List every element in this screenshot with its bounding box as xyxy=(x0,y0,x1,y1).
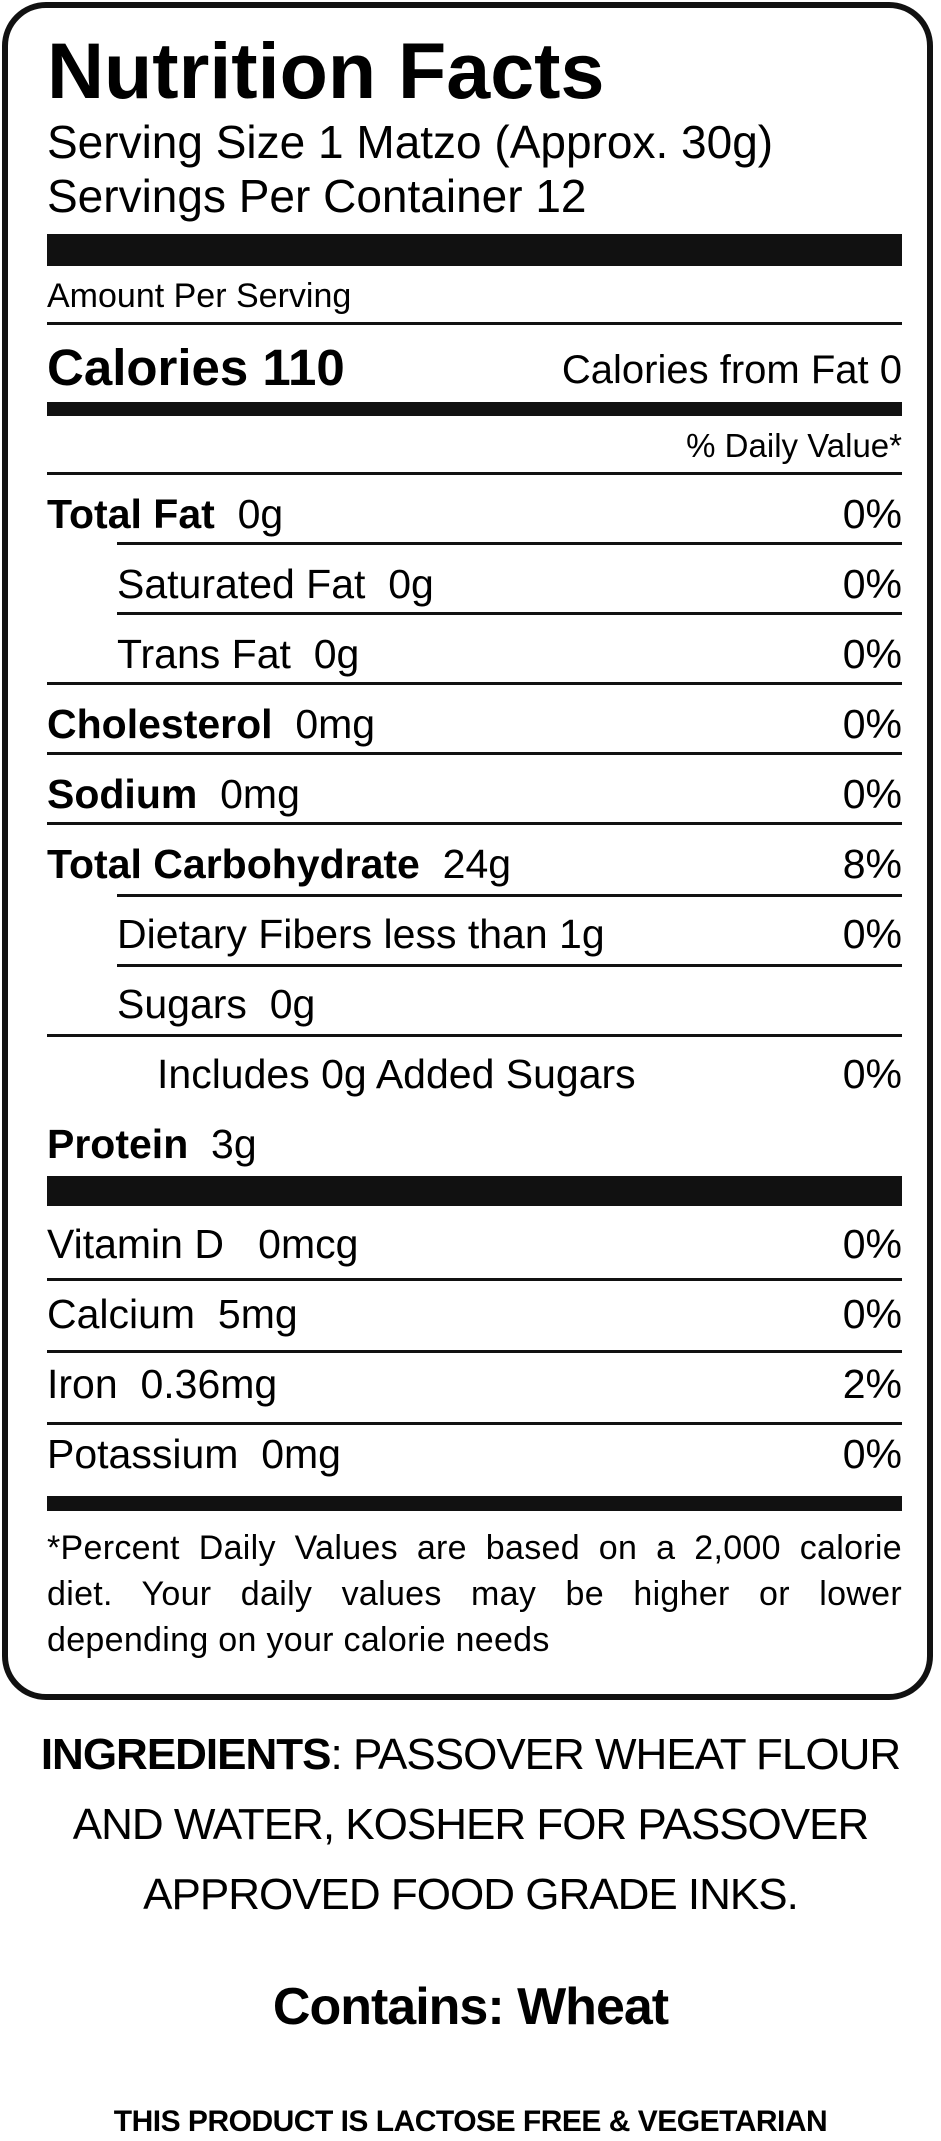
serving-size: Serving Size 1 Matzo (Approx. 30g) xyxy=(47,116,774,168)
vitamin-row-vitamin-d: Vitamin D 0mcg 0% xyxy=(47,1218,902,1270)
vitamin-row-iron: Iron 0.36mg 2% xyxy=(47,1358,902,1410)
nutrient-amount: 0g xyxy=(313,631,360,677)
divider xyxy=(47,1034,902,1037)
vitamin-row-calcium: Calcium 5mg 0% xyxy=(47,1288,902,1340)
nutrient-daily-value: 0% xyxy=(842,491,902,537)
vitamin-amount: 0.36mg xyxy=(140,1361,278,1407)
divider xyxy=(117,894,902,897)
ingredients-text: : PASSOVER WHEAT FLOUR AND WATER, KOSHER… xyxy=(72,1730,901,1919)
amount-per-serving: Amount Per Serving xyxy=(47,277,352,315)
divider xyxy=(47,682,902,685)
vitamin-daily-value: 0% xyxy=(842,1431,902,1477)
nutrient-daily-value: 8% xyxy=(842,841,902,887)
nutrient-label: Trans Fat xyxy=(117,631,291,677)
allergen-statement: Contains: Wheat xyxy=(272,1978,669,2036)
nutrient-row-total-carbohydrate: Total Carbohydrate 24g 8% xyxy=(47,838,902,890)
vitamin-amount: 5mg xyxy=(217,1291,298,1337)
calories-from-fat: Calories from Fat 0 xyxy=(561,348,902,392)
vitamin-daily-value: 2% xyxy=(842,1361,902,1407)
divider xyxy=(47,1350,902,1353)
nutrient-row-trans-fat: Trans Fat 0g 0% xyxy=(47,628,902,680)
daily-value-footnote: *Percent Daily Values are based on a 2,0… xyxy=(47,1529,902,1659)
nutrient-amount: 0g xyxy=(269,981,316,1027)
nutrient-daily-value: 0% xyxy=(842,701,902,747)
nutrient-amount: 0mg xyxy=(295,701,376,747)
nutrition-facts-panel: Nutrition Facts Serving Size 1 Matzo (Ap… xyxy=(2,2,933,1700)
vitamin-label: Iron xyxy=(47,1361,118,1407)
nutrient-label: Cholesterol xyxy=(47,701,273,747)
nutrient-label: Sugars xyxy=(117,981,247,1027)
divider xyxy=(47,1422,902,1425)
nutrient-row-added-sugars: Includes 0g Added Sugars 0% xyxy=(47,1048,902,1100)
nutrient-label: Dietary Fibers less than 1g xyxy=(117,911,605,957)
nutrient-daily-value: 0% xyxy=(842,771,902,817)
nutrient-amount: 24g xyxy=(442,841,512,887)
nutrient-daily-value: 0% xyxy=(842,561,902,607)
calories-row: Calories 110 Calories from Fat 0 xyxy=(47,338,902,398)
nutrient-row-saturated-fat: Saturated Fat 0g 0% xyxy=(47,558,902,610)
divider xyxy=(117,542,902,545)
vitamin-amount: 0mcg xyxy=(258,1221,359,1267)
divider xyxy=(47,822,902,825)
servings-per-container: Servings Per Container 12 xyxy=(47,170,587,222)
vitamin-amount: 0mg xyxy=(261,1431,341,1477)
nutrition-title: Nutrition Facts xyxy=(47,26,605,115)
vitamin-label: Potassium xyxy=(47,1431,239,1477)
nutrient-label: Protein xyxy=(47,1121,189,1167)
nutrient-label: Total Carbohydrate xyxy=(47,841,420,887)
divider xyxy=(117,964,902,967)
nutrient-row-dietary-fiber: Dietary Fibers less than 1g 0% xyxy=(47,908,902,960)
nutrient-row-sugars: Sugars 0g xyxy=(47,978,902,1030)
vitamin-label: Vitamin D xyxy=(47,1221,224,1267)
lactose-free-note: THIS PRODUCT IS LACTOSE FREE & VEGETARIA… xyxy=(113,2105,828,2138)
daily-value-header: % Daily Value* xyxy=(686,427,902,464)
divider xyxy=(47,1278,902,1281)
nutrient-label: Total Fat xyxy=(47,491,215,537)
calories: Calories 110 xyxy=(47,339,345,396)
nutrient-label: Includes 0g Added Sugars xyxy=(157,1051,636,1097)
nutrient-row-total-fat: Total Fat 0g 0% xyxy=(47,488,902,540)
thick-divider xyxy=(47,234,902,266)
ingredients-statement: INGREDIENTS: PASSOVER WHEAT FLOUR AND WA… xyxy=(0,1720,941,1930)
nutrient-daily-value: 0% xyxy=(842,631,902,677)
nutrient-amount: 0g xyxy=(237,491,284,537)
vitamin-row-potassium: Potassium 0mg 0% xyxy=(47,1428,902,1480)
thick-divider xyxy=(47,1176,902,1206)
divider xyxy=(117,612,902,615)
vitamin-daily-value: 0% xyxy=(842,1221,902,1267)
nutrient-row-cholesterol: Cholesterol 0mg 0% xyxy=(47,698,902,750)
nutrient-daily-value: 0% xyxy=(842,911,902,957)
vitamin-daily-value: 0% xyxy=(842,1291,902,1337)
divider xyxy=(47,472,902,475)
vitamin-label: Calcium xyxy=(47,1291,196,1337)
nutrient-row-protein: Protein 3g xyxy=(47,1118,902,1170)
ingredients-label: INGREDIENTS xyxy=(40,1730,332,1779)
nutrient-amount: 0mg xyxy=(220,771,300,817)
medium-divider xyxy=(47,1496,902,1511)
nutrient-amount: 3g xyxy=(211,1121,257,1167)
medium-divider xyxy=(47,402,902,416)
nutrient-daily-value: 0% xyxy=(842,1051,902,1097)
nutrient-amount: 0g xyxy=(388,561,434,607)
nutrient-label: Sodium xyxy=(47,771,198,817)
nutrient-row-sodium: Sodium 0mg 0% xyxy=(47,768,902,820)
divider xyxy=(47,322,902,325)
nutrient-label: Saturated Fat xyxy=(117,561,366,607)
divider xyxy=(47,752,902,755)
